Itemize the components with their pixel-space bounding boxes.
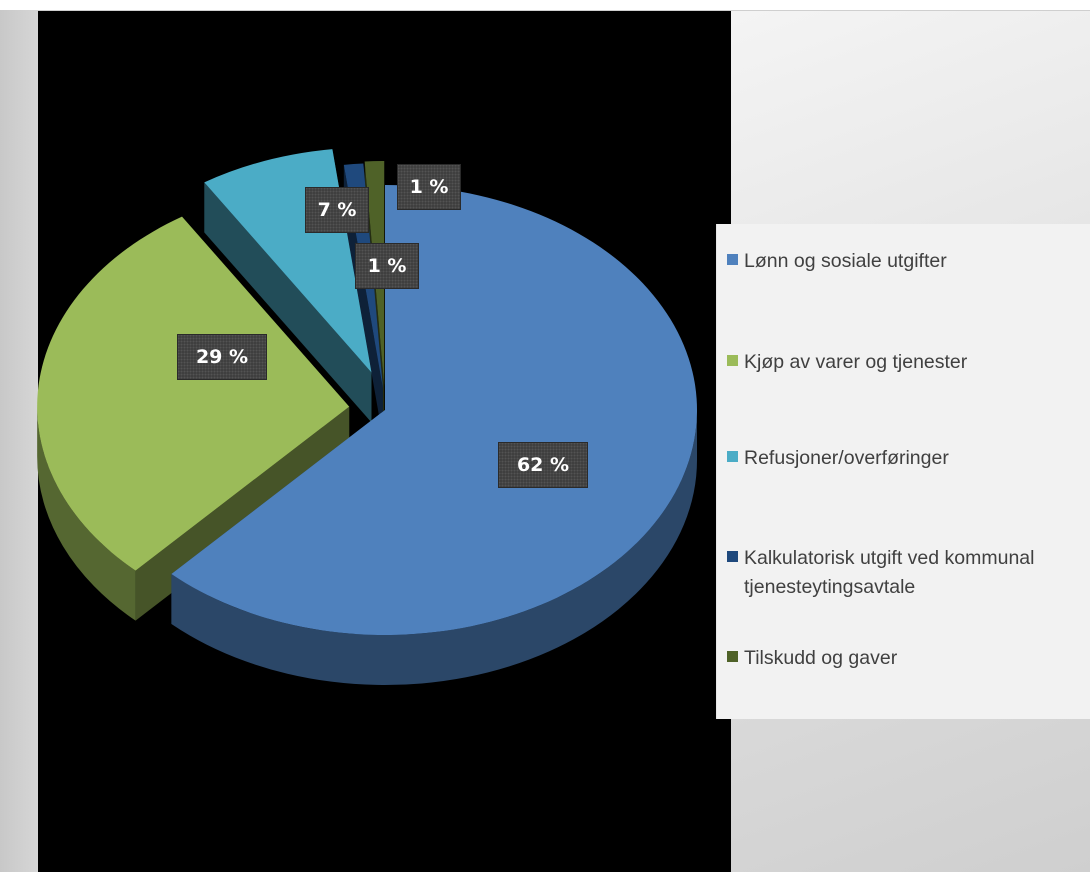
data-label-3: 1 %: [397, 164, 461, 210]
legend-label-3: Kalkulatorisk utgift ved kommunal tjenes…: [744, 547, 1035, 598]
legend: Lønn og sosiale utgifter Kjøp av varer og…: [716, 224, 1090, 719]
legend-swatch-2: [727, 451, 738, 462]
pie-slice-0: [171, 185, 697, 635]
legend-label-2: Refusjoner/overføringer: [744, 447, 949, 469]
legend-swatch-0: [727, 254, 738, 265]
data-label-1: 29 %: [177, 334, 267, 380]
data-label-0: 62 %: [498, 442, 588, 488]
left-border: [0, 10, 38, 872]
slice-face-3-0: [343, 164, 383, 439]
legend-label-4: Tilskudd og gaver: [744, 647, 898, 669]
legend-label-0: Lønn og sosiale utgifter: [744, 250, 947, 272]
legend-swatch-3: [727, 551, 738, 562]
legend-swatch-4: [727, 651, 738, 662]
pie-slice-1: [37, 216, 350, 571]
data-label-4: 1 %: [355, 243, 419, 289]
slice-side-1: [37, 406, 136, 621]
legend-swatch-1: [727, 355, 738, 366]
legend-label-1: Kjøp av varer og tjenester: [744, 351, 968, 373]
data-label-2: 7 %: [305, 187, 369, 233]
top-border: [0, 0, 1090, 11]
slice-side-0: [171, 410, 697, 685]
slice-face-2-0: [204, 182, 372, 423]
